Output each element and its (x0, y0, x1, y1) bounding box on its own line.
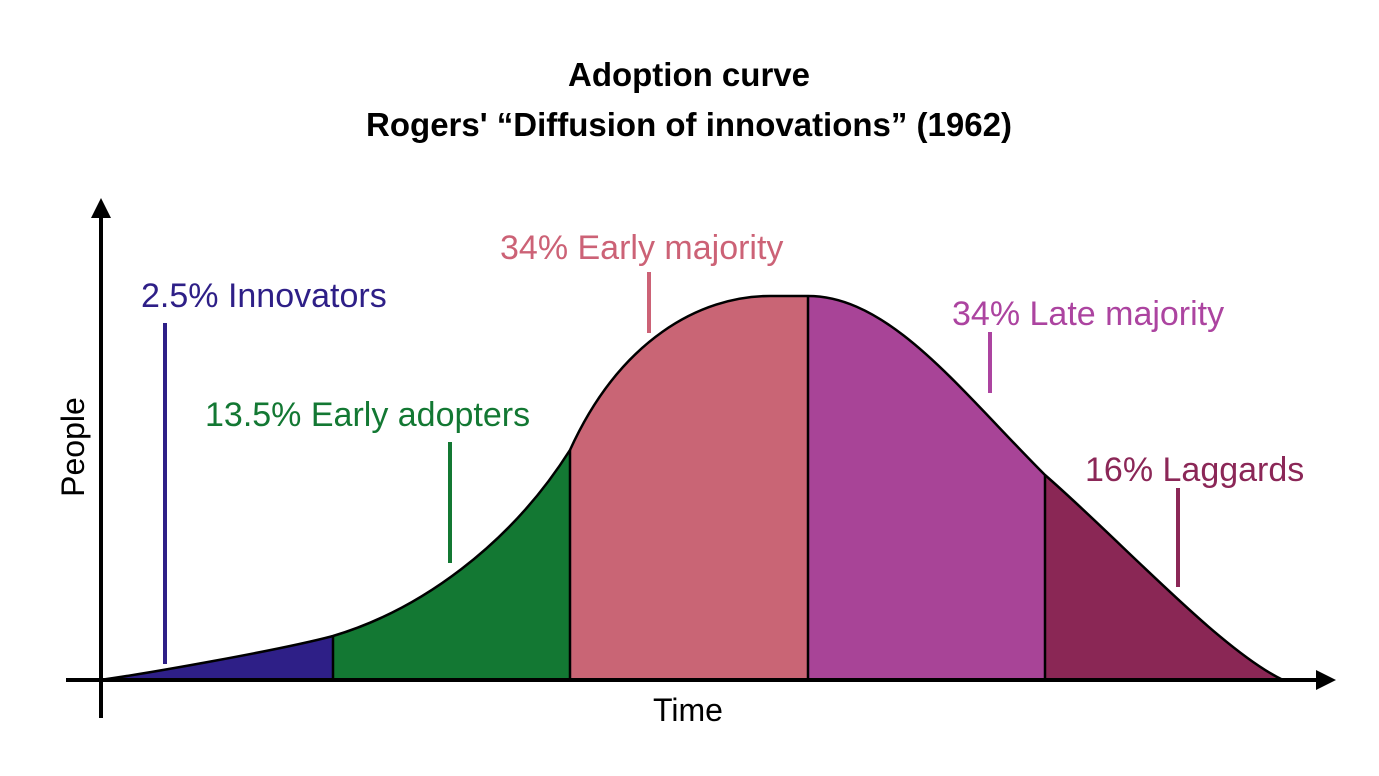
x-axis-label: Time (653, 692, 723, 728)
leader-lines (163, 272, 1180, 664)
y-axis-arrow-icon (91, 198, 111, 218)
y-axis-label: People (55, 397, 91, 497)
axes (66, 198, 1336, 718)
diagram-title: Adoption curve (568, 56, 810, 93)
label-early-adopters: 13.5% Early adopters (205, 396, 530, 434)
segment-dividers (331, 296, 1047, 680)
label-late-majority: 34% Late majority (952, 295, 1224, 333)
label-laggards: 16% Laggards (1085, 451, 1304, 489)
segment-innovators (100, 296, 333, 680)
label-innovators: 2.5% Innovators (141, 277, 387, 315)
label-early-majority: 34% Early majority (500, 229, 783, 267)
bell-curve-outline (99, 294, 1284, 682)
diagram-subtitle: Rogers' “Diffusion of innovations” (1962… (366, 106, 1012, 143)
x-axis-arrow-icon (1316, 670, 1336, 690)
